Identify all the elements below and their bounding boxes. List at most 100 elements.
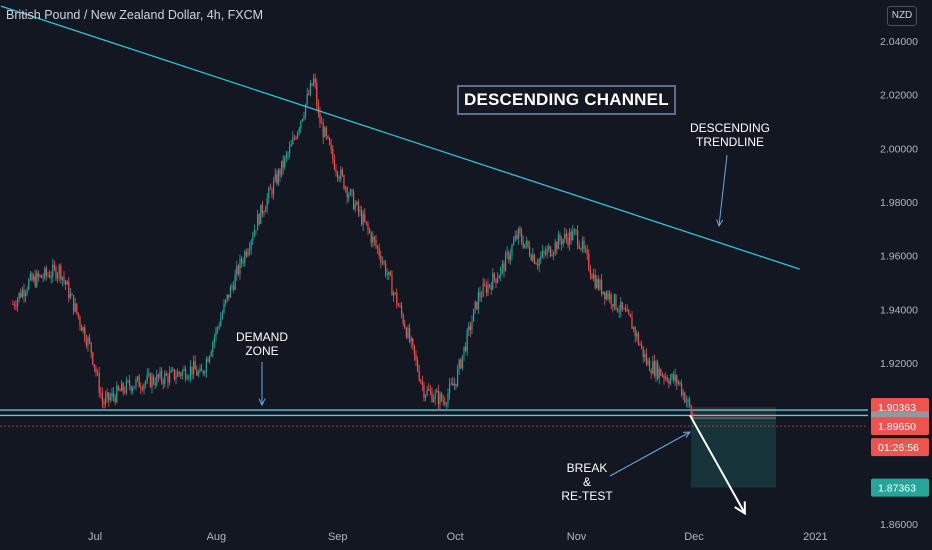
price-label-target-text: 1.87363: [878, 483, 916, 495]
candle-body: [652, 361, 654, 374]
candle-body: [120, 383, 123, 392]
candle-body: [685, 401, 687, 403]
candle-body: [445, 403, 447, 405]
candle-body: [674, 375, 676, 381]
candle-body: [690, 405, 692, 416]
candle-body: [567, 238, 569, 245]
candle-body: [280, 160, 283, 176]
candle-body: [516, 235, 518, 239]
candle-body: [80, 325, 83, 332]
candle-body: [37, 272, 39, 277]
candle-body: [546, 248, 548, 255]
candle-body: [594, 274, 596, 288]
candle-body: [314, 78, 316, 84]
candle-body: [583, 240, 585, 249]
candle-body: [31, 273, 33, 281]
candle-body: [346, 187, 348, 198]
candle-body: [548, 246, 550, 249]
candle-body: [637, 333, 639, 345]
candle-body: [599, 279, 601, 289]
candle-body: [580, 248, 582, 250]
candle-body: [76, 303, 78, 314]
candle-body: [504, 253, 507, 272]
candle-body: [356, 201, 358, 205]
candle-body: [327, 135, 329, 139]
demand-pointer-head: [258, 398, 266, 407]
projection-arrow-head: [734, 501, 746, 516]
candle-body: [592, 274, 595, 279]
candle-body: [530, 255, 532, 261]
candle-body: [410, 338, 412, 342]
candle-body: [154, 383, 156, 385]
candle-body: [383, 261, 385, 263]
candle-body: [634, 327, 636, 337]
descending-channel-title: DESCENDING CHANNEL: [457, 85, 676, 115]
candle-body: [589, 269, 591, 275]
candle-body: [42, 277, 44, 279]
candle-body: [341, 169, 343, 176]
candle-body: [156, 374, 158, 385]
candle-body: [357, 201, 359, 212]
demand-zone-annotation: DEMAND ZONE: [227, 330, 297, 358]
candle-body: [607, 292, 609, 299]
candle-body: [237, 266, 239, 274]
candle-body: [359, 210, 361, 212]
candle-body: [479, 292, 481, 297]
candle-body: [348, 194, 350, 198]
candle-body: [248, 248, 251, 252]
candle-body: [407, 328, 409, 338]
candle-body: [208, 356, 211, 362]
price-label-target: [871, 478, 929, 497]
candle-body: [234, 274, 236, 290]
x-tick-label: 2021: [803, 531, 827, 543]
candle-body: [338, 177, 340, 179]
candle-body: [104, 396, 107, 404]
candle-body: [244, 251, 246, 263]
candle-body: [437, 390, 439, 405]
x-tick-label: Dec: [684, 531, 704, 543]
candle-body: [664, 377, 667, 379]
candle-body: [552, 252, 555, 255]
candle-body: [96, 372, 99, 374]
candle-body: [152, 376, 155, 384]
candle-body: [394, 292, 396, 294]
descending-trendline: [0, 5, 800, 270]
candle-body: [36, 272, 38, 287]
candle-body: [127, 380, 129, 382]
candle-body: [576, 230, 579, 245]
candle-body: [354, 204, 356, 210]
candle-body: [624, 308, 627, 312]
trendline-annotation: DESCENDING TRENDLINE: [690, 121, 770, 149]
candle-body: [149, 373, 151, 388]
candle-body: [204, 371, 206, 374]
candle-body: [58, 265, 60, 275]
currency-badge[interactable]: NZD: [887, 6, 917, 26]
candle-body: [549, 246, 551, 257]
candle-body: [388, 271, 390, 275]
candle-body: [384, 262, 387, 275]
candle-body: [615, 294, 617, 309]
candle-body: [24, 292, 27, 296]
candle-body: [588, 253, 590, 270]
candle-body: [114, 396, 116, 403]
candle-body: [605, 292, 607, 299]
candle-body: [143, 384, 145, 390]
candle-body: [250, 240, 252, 249]
candle-body: [223, 303, 225, 313]
candle-body: [101, 394, 103, 403]
candle-body: [85, 339, 87, 346]
candle-body: [524, 244, 526, 248]
y-tick-label: 1.94000: [880, 304, 918, 316]
candle-body: [296, 132, 299, 139]
candle-body: [252, 236, 254, 241]
candle-body: [229, 286, 231, 298]
y-tick-label: 1.98000: [880, 197, 918, 209]
candle-body: [436, 390, 438, 393]
candle-body: [64, 280, 67, 285]
candle-body: [418, 370, 420, 381]
candle-body: [631, 317, 633, 329]
candle-body: [141, 388, 143, 390]
candle-body: [180, 373, 182, 376]
